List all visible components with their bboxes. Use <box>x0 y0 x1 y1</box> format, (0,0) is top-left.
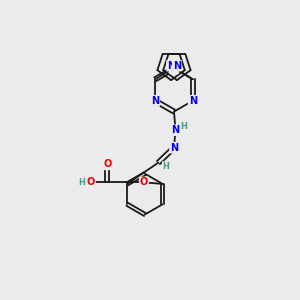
Text: N: N <box>171 125 180 135</box>
Text: N: N <box>151 96 159 106</box>
Text: H: H <box>163 162 169 171</box>
Text: N: N <box>173 61 181 71</box>
Text: N: N <box>170 63 178 74</box>
Text: O: O <box>87 177 95 188</box>
Text: N: N <box>189 96 197 106</box>
Text: O: O <box>103 159 112 170</box>
Text: H: H <box>181 122 187 131</box>
Text: N: N <box>167 61 175 71</box>
Text: H: H <box>78 178 85 187</box>
Text: N: N <box>170 142 178 153</box>
Text: O: O <box>140 177 148 188</box>
